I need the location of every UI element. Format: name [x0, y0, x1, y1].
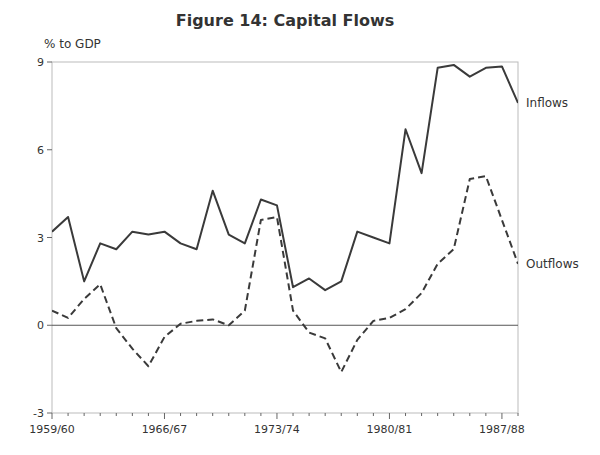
x-minor-tick: [212, 413, 213, 416]
x-minor-tick: [228, 413, 229, 416]
x-tick: [164, 413, 165, 419]
y-axis-label: % to GDP: [44, 37, 101, 51]
x-minor-tick: [437, 413, 438, 416]
x-minor-tick: [132, 413, 133, 416]
series-label: Inflows: [526, 96, 568, 110]
y-tick: [47, 325, 52, 326]
x-minor-tick: [148, 413, 149, 416]
x-tick-label: 1966/67: [142, 423, 188, 436]
x-minor-tick: [196, 413, 197, 416]
x-minor-tick: [180, 413, 181, 416]
plot-frame: [52, 62, 518, 413]
x-tick-label: 1973/74: [254, 423, 300, 436]
x-tick: [389, 413, 390, 419]
y-tick: [47, 149, 52, 150]
x-minor-tick: [453, 413, 454, 416]
x-minor-tick: [373, 413, 374, 416]
x-tick-label: 1987/88: [479, 423, 525, 436]
x-minor-tick: [100, 413, 101, 416]
y-tick-label: 6: [37, 144, 44, 157]
series-line: [52, 176, 518, 372]
x-minor-tick: [469, 413, 470, 416]
series-labels: Inflows Outflows: [526, 96, 579, 271]
x-minor-tick: [260, 413, 261, 416]
x-minor-tick: [68, 413, 69, 416]
x-tick: [52, 413, 53, 419]
x-tick: [276, 413, 277, 419]
series-group: [52, 65, 518, 372]
x-minor-tick: [405, 413, 406, 416]
y-tick-label: 9: [37, 56, 44, 69]
title: Figure 14: Capital Flows: [176, 11, 395, 30]
y-tick-label: 0: [37, 319, 44, 332]
x-tick-label: 1959/60: [29, 423, 75, 436]
x-tick: [501, 413, 502, 419]
y-tick: [47, 237, 52, 238]
x-minor-tick: [293, 413, 294, 416]
zero-line: [52, 325, 518, 326]
x-minor-tick: [357, 413, 358, 416]
series-line: [52, 65, 518, 290]
y-tick: [47, 62, 52, 63]
x-minor-tick: [325, 413, 326, 416]
x-minor-tick: [421, 413, 422, 416]
x-minor-tick: [485, 413, 486, 416]
x-tick-label: 1980/81: [367, 423, 413, 436]
chart: Figure 14: Capital Flows % to GDP -3 0 3 6 9 19…: [0, 0, 600, 455]
x-minor-tick: [116, 413, 117, 416]
x-minor-tick: [244, 413, 245, 416]
x-minor-tick: [309, 413, 310, 416]
x-minor-tick: [341, 413, 342, 416]
x-minor-tick: [518, 413, 519, 416]
y-tick-label: -3: [33, 407, 44, 420]
y-tick: [47, 413, 52, 414]
y-tick-label: 3: [37, 232, 44, 245]
series-label: Outflows: [526, 257, 579, 271]
x-minor-tick: [84, 413, 85, 416]
